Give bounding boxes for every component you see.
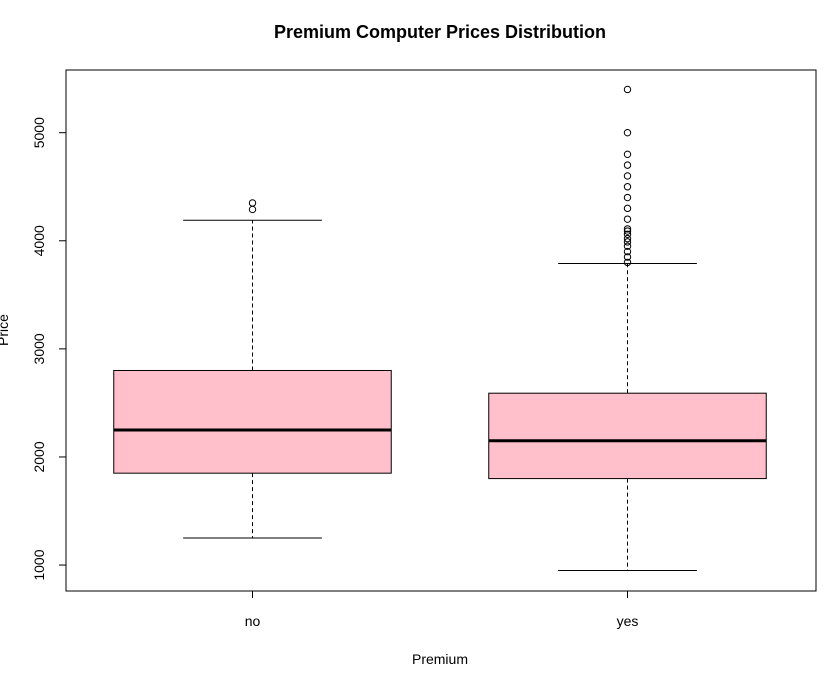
chart-title: Premium Computer Prices Distribution xyxy=(274,22,606,42)
outlier-point xyxy=(623,193,632,202)
outlier-point xyxy=(623,242,632,250)
outlier-point xyxy=(623,161,632,169)
y-tick-label: 5000 xyxy=(31,117,47,148)
x-tick-label: yes xyxy=(617,613,639,629)
box-yes xyxy=(488,85,767,571)
x-axis: no yes xyxy=(245,591,639,629)
outlier-point xyxy=(623,204,632,213)
x-axis-label: Premium xyxy=(412,651,468,667)
outlier-point xyxy=(623,150,632,159)
y-tick-label: 2000 xyxy=(31,441,47,472)
y-axis-label: Price xyxy=(0,314,11,346)
outlier-point xyxy=(623,230,632,238)
outlier-point xyxy=(623,215,632,223)
y-tick-label: 3000 xyxy=(31,333,47,364)
box-no xyxy=(113,199,392,539)
outlier-point xyxy=(623,85,632,94)
outlier-point xyxy=(623,247,632,256)
iqr-box xyxy=(488,392,767,480)
outlier-point xyxy=(623,183,632,191)
y-tick-label: 4000 xyxy=(31,225,47,256)
outlier-point xyxy=(248,205,257,214)
boxes-group xyxy=(113,85,767,571)
y-axis: 1000 2000 3000 4000 5000 xyxy=(31,117,67,581)
x-tick-label: no xyxy=(245,613,261,629)
outlier-point xyxy=(623,258,632,267)
outlier-point xyxy=(623,234,632,243)
outlier-point xyxy=(623,238,632,246)
outlier-point xyxy=(623,253,632,261)
y-tick-label: 1000 xyxy=(31,549,47,580)
outlier-point xyxy=(623,227,632,235)
plot-frame xyxy=(65,69,817,592)
iqr-box xyxy=(113,369,392,474)
outlier-point xyxy=(248,199,257,207)
outlier-point xyxy=(623,128,632,137)
outlier-point xyxy=(623,225,632,233)
outlier-point xyxy=(623,172,632,180)
